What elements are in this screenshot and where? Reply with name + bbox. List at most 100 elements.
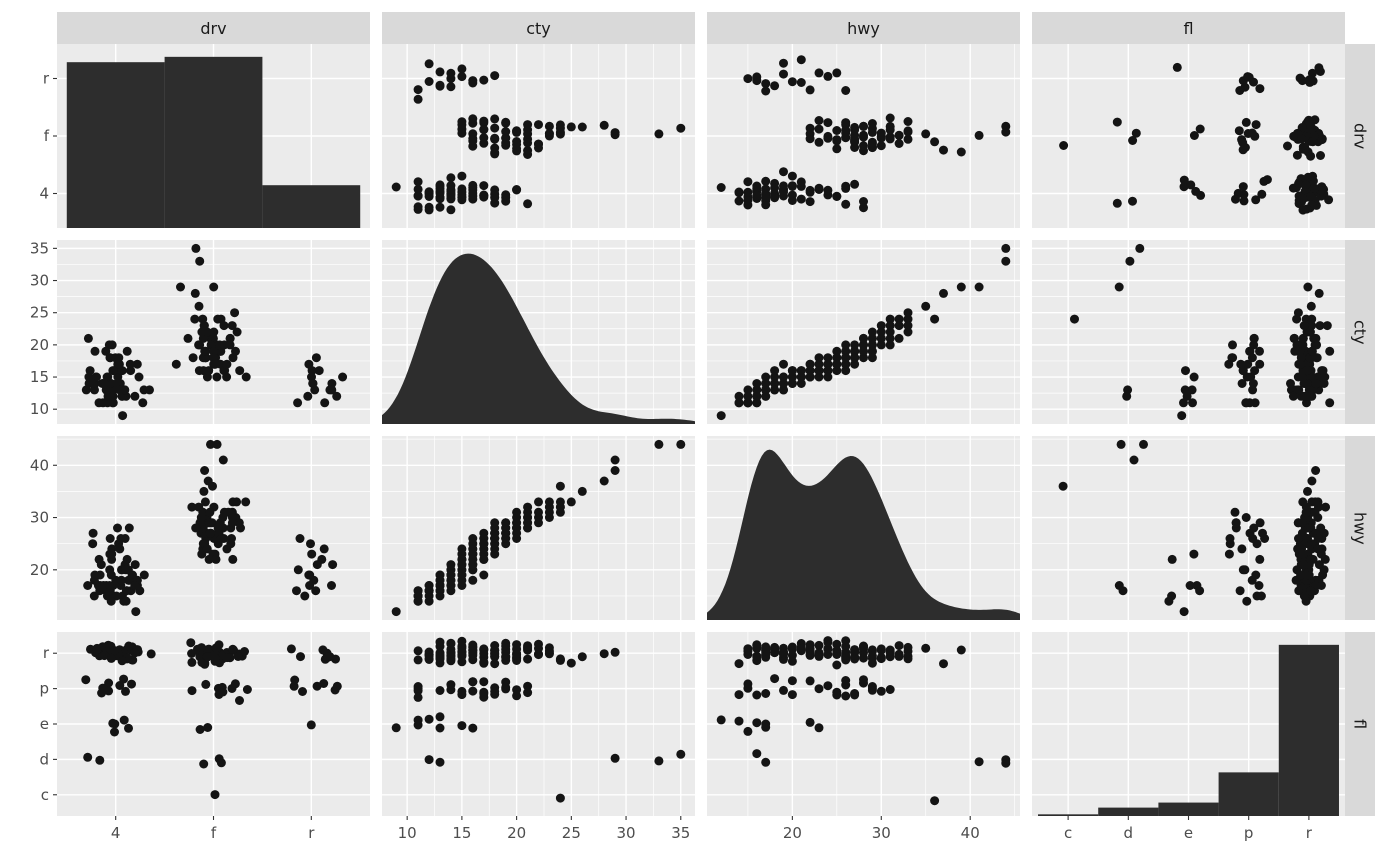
point (124, 575, 133, 585)
panel-background (382, 436, 695, 620)
point (770, 366, 780, 376)
point (534, 120, 543, 130)
y-tick-label: r (43, 644, 50, 662)
point (867, 353, 877, 363)
point (227, 321, 237, 331)
point (885, 314, 895, 324)
panel-drv-vs-hwy (707, 44, 1020, 228)
point (490, 518, 500, 528)
point (307, 549, 317, 559)
point (194, 301, 204, 311)
point (1237, 379, 1247, 388)
point (1297, 372, 1307, 382)
panel-cty-vs-hwy (707, 240, 1020, 424)
point (1314, 63, 1324, 73)
point (114, 359, 124, 369)
point (479, 181, 489, 191)
point (734, 659, 744, 669)
point (734, 398, 744, 408)
point (204, 554, 214, 564)
point (295, 534, 305, 543)
point (1230, 507, 1240, 517)
point (212, 372, 222, 382)
x-tick-label: 20 (507, 824, 526, 842)
point (1297, 134, 1307, 144)
point (1112, 198, 1122, 208)
point (823, 118, 833, 128)
point (779, 69, 788, 79)
point (1321, 502, 1330, 512)
point (308, 379, 318, 388)
point (457, 636, 467, 646)
point (187, 502, 197, 512)
point (1135, 243, 1145, 253)
point (534, 507, 543, 517)
point (130, 560, 140, 570)
point (1255, 518, 1265, 528)
point (1298, 194, 1308, 203)
point (106, 596, 116, 606)
point (859, 121, 868, 131)
point (850, 179, 860, 189)
point (974, 282, 984, 292)
point (338, 372, 348, 382)
point (242, 685, 252, 694)
point (805, 185, 815, 195)
point (1325, 346, 1335, 356)
point (1306, 151, 1316, 161)
point (743, 391, 753, 401)
point (1296, 359, 1306, 369)
point (424, 596, 434, 606)
point (1186, 180, 1196, 190)
point (903, 646, 913, 656)
point (752, 651, 762, 661)
point (490, 534, 500, 543)
point (930, 314, 940, 324)
point (289, 681, 299, 691)
point (859, 643, 868, 652)
point (787, 372, 797, 382)
point (566, 122, 576, 132)
point (391, 182, 401, 192)
point (479, 570, 489, 580)
y-tick-label: c (41, 786, 49, 804)
point (241, 372, 251, 382)
point (92, 372, 101, 382)
point (490, 193, 500, 203)
point (814, 723, 824, 733)
point (435, 591, 445, 601)
point (885, 134, 895, 144)
point (228, 554, 238, 564)
point (1311, 379, 1321, 388)
point (779, 187, 788, 197)
point (120, 534, 130, 543)
point (823, 644, 833, 654)
diag-bar (1158, 802, 1219, 816)
point (139, 385, 149, 395)
point (110, 719, 120, 729)
point (446, 586, 456, 596)
point (885, 113, 895, 123)
point (867, 124, 877, 134)
point (599, 120, 609, 130)
point (610, 753, 620, 763)
point (303, 391, 313, 401)
point (1251, 195, 1261, 205)
point (1289, 333, 1299, 343)
point (1180, 385, 1190, 395)
point (1255, 84, 1265, 94)
point (939, 659, 948, 669)
point (413, 184, 423, 194)
y-tick-label: 20 (30, 336, 49, 354)
point (211, 643, 221, 653)
point (1228, 340, 1237, 350)
point (743, 398, 753, 408)
points (716, 636, 1011, 806)
points (391, 636, 686, 803)
point (832, 346, 842, 356)
point (413, 586, 423, 596)
point (126, 366, 136, 376)
point (1308, 137, 1318, 147)
panel-hwy-vs-fl (1032, 436, 1345, 620)
